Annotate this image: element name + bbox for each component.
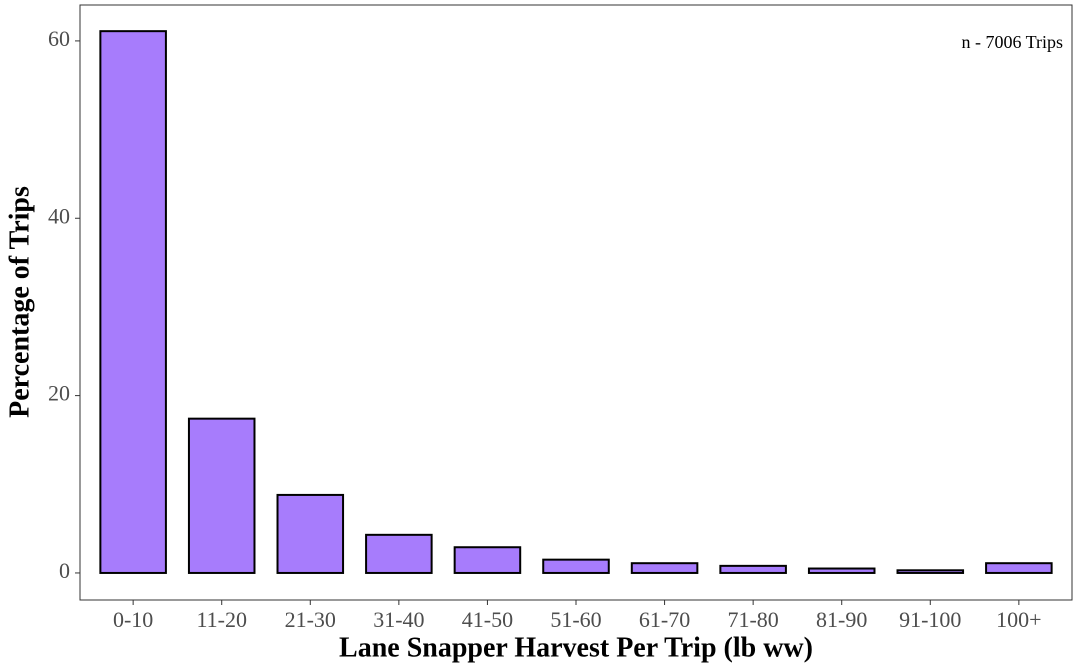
x-tick-label: 91-100 [899,607,961,632]
bar [719,564,787,574]
x-tick-label: 71-80 [727,607,778,632]
bar [630,562,699,574]
x-axis-title: Lane Snapper Harvest Per Trip (lb ww) [339,632,813,663]
x-tick-label: 11-20 [196,607,247,632]
annotation: n - 7006 Trips [961,32,1063,52]
bar [542,558,610,574]
bar [985,562,1053,574]
bar [99,30,167,574]
y-tick-label: 0 [59,558,70,583]
x-tick-label: 61-70 [639,607,690,632]
y-tick-label: 40 [48,203,70,228]
bar [187,417,256,574]
x-tick-label: 81-90 [816,607,867,632]
x-tick-label: 41-50 [462,607,513,632]
bar [453,546,522,574]
bar [365,533,433,574]
bar [276,493,345,574]
x-tick-label: 0-10 [113,607,153,632]
x-tick-label: 51-60 [550,607,601,632]
x-tick-label: 31-40 [373,607,424,632]
x-tick-label: 21-30 [285,607,336,632]
y-axis-title: Percentage of Trips [4,186,35,418]
bar [896,569,965,574]
x-tick-label: 100+ [996,607,1041,632]
y-tick-label: 60 [48,26,70,51]
bar [807,567,876,574]
y-tick-label: 20 [48,381,70,406]
